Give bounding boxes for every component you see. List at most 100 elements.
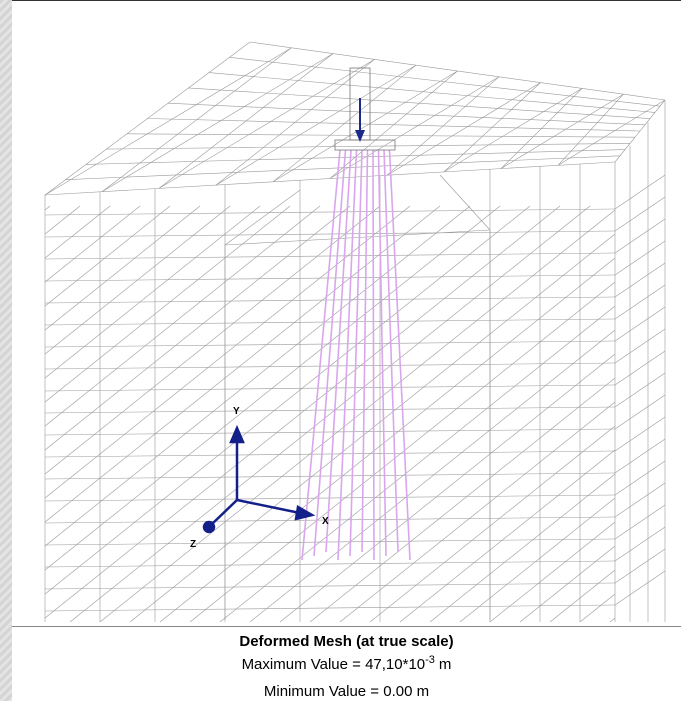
z-axis [211,499,238,525]
x-axis-label: X [322,516,329,527]
mesh-line [614,196,666,232]
mesh-line [44,582,616,590]
mesh-line [614,262,666,298]
mesh-line [188,87,651,119]
mesh-line [459,497,616,623]
mesh-line [386,82,541,176]
mesh-line [159,257,616,623]
mesh-line [44,205,51,211]
mesh-line [44,205,411,499]
caption-title: Deformed Mesh (at true scale) [239,633,454,650]
mesh-line [272,70,458,183]
mesh-line [44,450,616,458]
mesh-line [229,57,661,107]
mesh-line [44,538,616,546]
pile [313,149,347,557]
mesh-line [44,205,531,595]
mesh-line [489,521,616,623]
mesh-line [614,328,666,364]
mesh-line [399,449,616,623]
mesh-line [44,384,616,392]
y-arrow [229,424,245,444]
mesh [44,41,666,623]
mesh-line [44,205,351,451]
mesh-line [329,76,500,179]
mesh-line [557,93,624,166]
mesh-line [249,41,666,101]
pile [388,149,411,561]
mesh-line [614,526,666,562]
mesh-line [549,569,616,623]
x-arrow [294,505,316,521]
mesh-line [579,593,616,623]
mesh-line [44,205,561,619]
mesh-line [215,64,417,186]
mesh-line [129,233,616,623]
mesh-line [519,545,616,623]
mesh-line [614,306,666,342]
x-axis [236,498,301,515]
mesh-line [44,318,616,326]
pile [383,149,399,553]
mesh-line [208,72,656,113]
mesh-line [101,53,334,192]
top-border [12,0,681,1]
mesh-edge [224,189,301,246]
mesh-line [443,88,583,173]
mesh-line [443,82,541,173]
mesh-line [614,482,666,518]
mesh-line [614,504,666,540]
mesh-line [44,205,381,475]
mesh-line [249,329,616,623]
mesh-edge [439,174,491,231]
mesh-line [614,460,666,496]
min-value: Minimum Value = 0.00 m [263,683,430,700]
pile [377,149,387,557]
mesh-line [614,548,666,584]
mesh-line [614,570,666,606]
mesh-line [44,205,111,259]
mesh-line [158,59,375,189]
pile [301,149,341,561]
mesh-line [500,93,624,169]
mesh-line [614,394,666,430]
load-arrow-head [355,130,365,142]
max-value: Maximum Value = 47,10*10-3 m [12,654,681,673]
y-axis-label: Y [233,406,240,417]
axis-triad [202,424,316,534]
mesh-line [609,617,616,623]
mesh-line [614,284,666,320]
mesh-line [44,230,616,238]
mesh-line [44,205,291,403]
pile [372,149,375,561]
mesh-line [614,438,666,474]
mesh-line [44,205,81,235]
mesh-line [614,99,666,163]
mesh-line [614,174,666,210]
mesh-line [557,99,666,166]
mesh-line [99,209,616,623]
z-axis-label: Z [190,539,196,550]
mesh-line [44,205,141,283]
mesh-line [500,88,583,169]
mesh-line [69,205,591,623]
mesh-view: Y X Z [44,41,666,623]
mesh-line [279,353,616,623]
pile [325,149,352,553]
mesh-line [369,425,616,623]
mesh-line [614,416,666,452]
mesh-line [429,473,616,623]
mesh-line [167,102,646,126]
mesh-line [189,281,616,623]
pile [349,149,363,557]
piles [301,149,411,561]
mesh-line [614,240,666,276]
mesh-line [44,516,616,524]
mesh-line [614,218,666,254]
mesh-line [44,205,441,523]
mesh-line [44,604,616,612]
mesh-line [339,401,616,623]
caption: Deformed Mesh (at true scale) Maximum Va… [12,626,681,700]
max-value-unit: m [438,656,452,673]
mesh-line [44,205,231,355]
